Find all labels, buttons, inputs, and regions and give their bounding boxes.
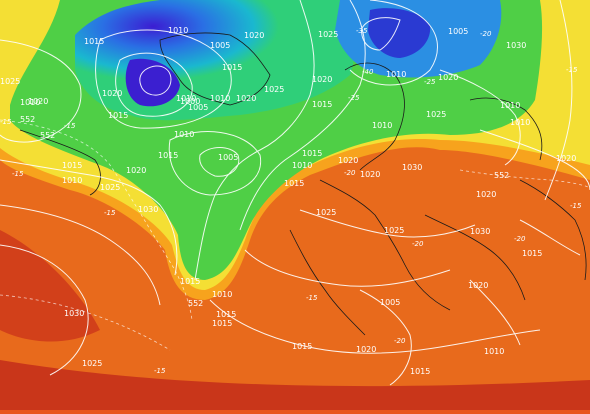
isobar-label: 1010	[292, 161, 312, 170]
isobar-label: 1010	[510, 118, 530, 127]
isobar-label: 1020	[476, 190, 496, 199]
isobar-label: 1030	[64, 309, 84, 318]
isobar-label: 1025	[318, 30, 338, 39]
isobar-label: 1020	[360, 170, 380, 179]
isobar-label: 1015	[108, 111, 128, 120]
isobar-label: 1025	[264, 85, 284, 94]
isobar-label: 1020	[244, 31, 264, 40]
isobar-label: 1010	[174, 130, 194, 139]
isobar-label: 1010	[386, 70, 406, 79]
geopotential-label: 552	[188, 299, 203, 308]
isobar-label: 1030	[470, 227, 490, 236]
isobar-label: 1025	[0, 77, 20, 86]
isobar-label: 1025	[384, 226, 404, 235]
geopotential-lines	[0, 119, 590, 351]
isobar-label: 1015	[180, 277, 200, 286]
isobar-label: 1000	[180, 97, 200, 106]
geopotential-labels: 552 552 552 552	[20, 115, 509, 308]
isobar-label: 1025	[426, 110, 446, 119]
geopotential-label: 552	[494, 171, 509, 180]
isobar-label: 1010	[372, 121, 392, 130]
isobar-label: 1020	[102, 89, 122, 98]
temperature-label: -15	[570, 202, 582, 210]
very-cold-core	[368, 8, 431, 58]
coastlines	[19, 32, 587, 336]
temperature-label: -20	[394, 337, 406, 345]
temperature-labels: -15 -15 -15 -20 -25 -20 -15 -20 -15 -20 …	[0, 27, 582, 375]
isobar-label: 1020	[468, 281, 488, 290]
isobar-label: 1020	[338, 156, 358, 165]
isobar-label: 1020	[438, 73, 458, 82]
geopotential-label: 552	[40, 131, 55, 140]
temperature-label: -15	[566, 66, 578, 74]
isobar-label: 1020	[126, 166, 146, 175]
temperature-label: -20	[412, 240, 424, 248]
isobar-label: 1010	[62, 176, 82, 185]
temperature-label: -15	[104, 209, 116, 217]
isobar-label: 1015	[158, 151, 178, 160]
temperature-label: -20	[344, 169, 356, 177]
hot-zone-west	[0, 230, 100, 342]
isobar-label: 1025	[316, 208, 336, 217]
isobar-label: 1005	[218, 153, 238, 162]
temperature-label: -15	[64, 122, 76, 130]
temperature-label: -20	[480, 30, 492, 38]
isobar-label: 1015	[212, 319, 232, 328]
isobar-label: 1015	[62, 161, 82, 170]
low-pressure-center	[125, 58, 180, 107]
isobar-label: 1005	[210, 41, 230, 50]
isobar-label: 1005	[448, 27, 468, 36]
isobar-label: 1015	[292, 342, 312, 351]
isobar-label: 1030	[138, 205, 158, 214]
isobar-label: 1015	[222, 63, 242, 72]
temperature-label: -25	[424, 78, 436, 86]
temperature-label: -35	[356, 27, 368, 35]
isobars	[0, 0, 590, 386]
isobar-label: 1005	[188, 103, 208, 112]
isobar-label: 1010	[212, 290, 232, 299]
isobar-labels: 1015 1010 1005 1020 1015 1020 1015 1010 …	[0, 26, 576, 376]
isobar-label: 1020	[28, 97, 48, 106]
isobar-label: 1015	[312, 100, 332, 109]
isobar-label: 1015	[410, 367, 430, 376]
isobar-label: 1020	[556, 154, 576, 163]
isobar-label: 1015	[302, 149, 322, 158]
temperature-label: -15	[306, 294, 318, 302]
isobar-label: 1020	[236, 94, 256, 103]
hot-zone-south	[0, 360, 590, 410]
isobar-label: 1010	[210, 94, 230, 103]
isobar-label: 1020	[356, 345, 376, 354]
isobar-label: 1025	[100, 183, 120, 192]
isobar-label: 1025	[82, 359, 102, 368]
isobar-label: 1030	[506, 41, 526, 50]
isobar-label: 1010	[484, 347, 504, 356]
temperature-label: -15	[0, 118, 12, 126]
temperature-label: -15	[12, 170, 24, 178]
temperature-label: -25	[348, 94, 360, 102]
isobar-label: 1020	[312, 75, 332, 84]
temperature-label: -20	[514, 235, 526, 243]
isobar-label: 1015	[284, 179, 304, 188]
isobar-label: 1015	[216, 310, 236, 319]
isobar-label: 1030	[402, 163, 422, 172]
isobar-label: 1010	[168, 26, 188, 35]
isobar-label: 1010	[500, 101, 520, 110]
temperature-label: -40	[362, 68, 374, 76]
isobar-label: 1015	[522, 249, 542, 258]
geopotential-label: 552	[20, 115, 35, 124]
temperature-label: -15	[154, 367, 166, 375]
isobar-label: 1005	[380, 298, 400, 307]
isobar-label: 1010	[176, 94, 196, 103]
isobar-label: 1010	[20, 98, 40, 107]
isobar-label: 1015	[84, 37, 104, 46]
